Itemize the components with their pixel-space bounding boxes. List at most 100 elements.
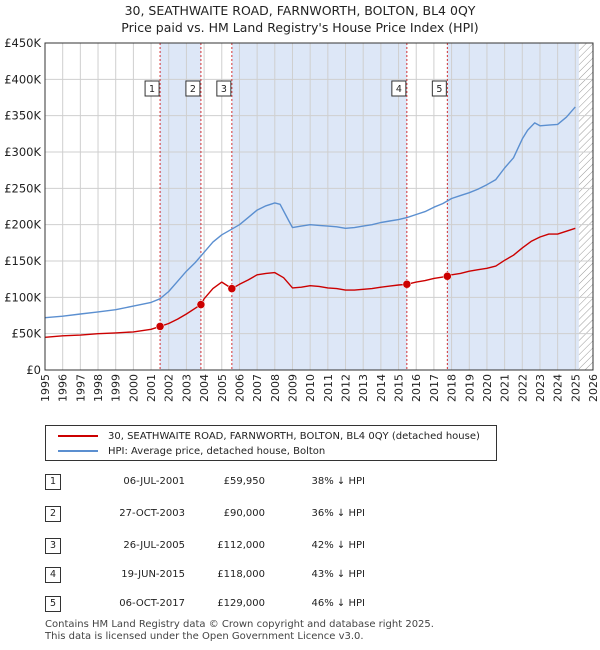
shaded-period — [231, 43, 407, 370]
x-tick-label: 2007 — [251, 374, 264, 402]
shaded-period — [447, 43, 579, 370]
x-tick-label: 1999 — [110, 374, 123, 402]
x-tick-label: 2021 — [499, 374, 512, 402]
x-tick-label: 2005 — [216, 374, 229, 402]
x-tick-label: 2001 — [145, 374, 158, 402]
transaction-hpi-diff: 46% ↓ HPI — [311, 598, 365, 609]
sale-label-box — [185, 80, 201, 97]
transaction-number: 5 — [45, 596, 61, 612]
sale-label: 5 — [436, 84, 442, 95]
y-tick-label: £250K — [4, 181, 41, 195]
transaction-price: £112,000 — [217, 540, 265, 551]
transaction-hpi-diff: 42% ↓ HPI — [311, 540, 365, 551]
transaction-row: 5 06-OCT-2017 £129,000 46% ↓ HPI — [45, 596, 495, 612]
footer-copyright: Contains HM Land Registry data © Crown c… — [45, 619, 434, 630]
y-tick-label: £300K — [4, 145, 41, 159]
transaction-hpi-diff: 43% ↓ HPI — [311, 569, 365, 580]
transaction-price: £59,950 — [223, 476, 265, 487]
transaction-hpi-diff: 38% ↓ HPI — [311, 476, 365, 487]
transaction-date: 06-JUL-2001 — [123, 476, 185, 487]
legend-label-property: 30, SEATHWAITE ROAD, FARNWORTH, BOLTON, … — [108, 430, 480, 442]
x-tick-label: 2002 — [163, 374, 176, 402]
transaction-number: 4 — [45, 567, 61, 583]
legend-label-hpi: HPI: Average price, detached house, Bolt… — [108, 445, 326, 457]
transaction-date: 27-OCT-2003 — [119, 508, 185, 519]
transaction-price: £129,000 — [217, 598, 265, 609]
x-tick-label: 2019 — [463, 374, 476, 402]
sale-label-box — [216, 80, 232, 97]
transaction-number: 1 — [45, 474, 61, 490]
x-tick-label: 2023 — [534, 374, 547, 402]
y-tick-label: £150K — [4, 254, 41, 268]
y-tick-label: £400K — [4, 72, 41, 86]
sale-point — [227, 284, 237, 293]
transaction-row: 1 06-JUL-2001 £59,950 38% ↓ HPI — [45, 474, 495, 490]
chart-subtitle: Price paid vs. HM Land Registry's House … — [121, 20, 479, 35]
x-tick-label: 1997 — [74, 374, 87, 402]
x-tick-label: 1996 — [57, 374, 70, 402]
sale-point — [443, 272, 452, 281]
transaction-date: 26-JUL-2005 — [123, 540, 185, 551]
x-tick-label: 2004 — [198, 374, 211, 402]
price-chart: 1 2 3 4 5 £0 £50K £100K £150K £200K £250K £300K £35… — [4, 36, 600, 402]
sale-label: 3 — [221, 84, 227, 95]
hatched-area — [578, 43, 593, 370]
x-tick-label: 1995 — [39, 374, 52, 402]
sale-label: 1 — [149, 84, 155, 95]
x-tick-label: 2003 — [180, 374, 193, 402]
transaction-price: £90,000 — [223, 508, 265, 519]
transaction-row: 4 19-JUN-2015 £118,000 43% ↓ HPI — [45, 567, 495, 583]
x-tick-label: 2011 — [322, 374, 335, 402]
sale-point — [196, 300, 206, 309]
x-tick-label: 2010 — [304, 374, 317, 402]
transaction-row: 2 27-OCT-2003 £90,000 36% ↓ HPI — [45, 506, 495, 522]
sale-point — [155, 322, 165, 331]
transaction-hpi-diff: 36% ↓ HPI — [311, 508, 365, 519]
y-tick-label: £100K — [4, 290, 41, 304]
shaded-period — [160, 43, 201, 370]
y-tick-label: £200K — [4, 218, 41, 232]
sale-point — [402, 280, 412, 289]
legend-swatch-property — [58, 435, 98, 437]
x-tick-label: 2026 — [587, 374, 600, 402]
footer-license: This data is licensed under the Open Gov… — [45, 631, 364, 642]
legend-swatch-hpi — [58, 450, 98, 452]
x-tick-label: 2024 — [552, 374, 565, 402]
x-tick-label: 2020 — [481, 374, 494, 402]
hpi-line — [44, 106, 576, 319]
y-tick-label: £0 — [26, 363, 41, 377]
x-tick-label: 2014 — [375, 374, 388, 402]
x-tick-label: 2000 — [127, 374, 140, 402]
x-tick-label: 2016 — [410, 374, 423, 402]
x-tick-label: 2018 — [446, 374, 459, 402]
x-tick-label: 2009 — [286, 374, 299, 402]
x-tick-label: 2015 — [393, 374, 406, 402]
transaction-date: 06-OCT-2017 — [119, 598, 185, 609]
transaction-number: 2 — [45, 506, 61, 522]
transaction-date: 19-JUN-2015 — [121, 569, 185, 580]
property-price-line — [44, 227, 576, 338]
plot-frame — [44, 42, 594, 371]
chart-title: 30, SEATHWAITE ROAD, FARNWORTH, BOLTON, … — [124, 3, 476, 18]
sale-label-box — [431, 80, 447, 97]
x-tick-label: 2012 — [340, 374, 353, 402]
x-tick-label: 1998 — [92, 374, 105, 402]
sale-label-box — [391, 80, 407, 97]
sale-label: 2 — [190, 84, 196, 95]
x-tick-label: 2022 — [516, 374, 529, 402]
sale-label: 4 — [396, 84, 402, 95]
chart-legend: 30, SEATHWAITE ROAD, FARNWORTH, BOLTON, … — [45, 425, 497, 461]
x-tick-label: 2017 — [428, 374, 441, 402]
transaction-number: 3 — [45, 538, 61, 554]
x-tick-label: 2025 — [569, 374, 582, 402]
x-tick-label: 2008 — [269, 374, 282, 402]
x-tick-label: 2006 — [233, 374, 246, 402]
transaction-row: 3 26-JUL-2005 £112,000 42% ↓ HPI — [45, 538, 495, 554]
y-tick-label: £350K — [4, 109, 41, 123]
x-tick-label: 2013 — [357, 374, 370, 402]
sale-label-box — [144, 80, 160, 97]
transaction-price: £118,000 — [217, 569, 265, 580]
y-tick-label: £50K — [12, 327, 42, 341]
legend-item-hpi: HPI: Average price, detached house, Bolt… — [58, 444, 325, 458]
legend-item-property: 30, SEATHWAITE ROAD, FARNWORTH, BOLTON, … — [58, 429, 480, 443]
